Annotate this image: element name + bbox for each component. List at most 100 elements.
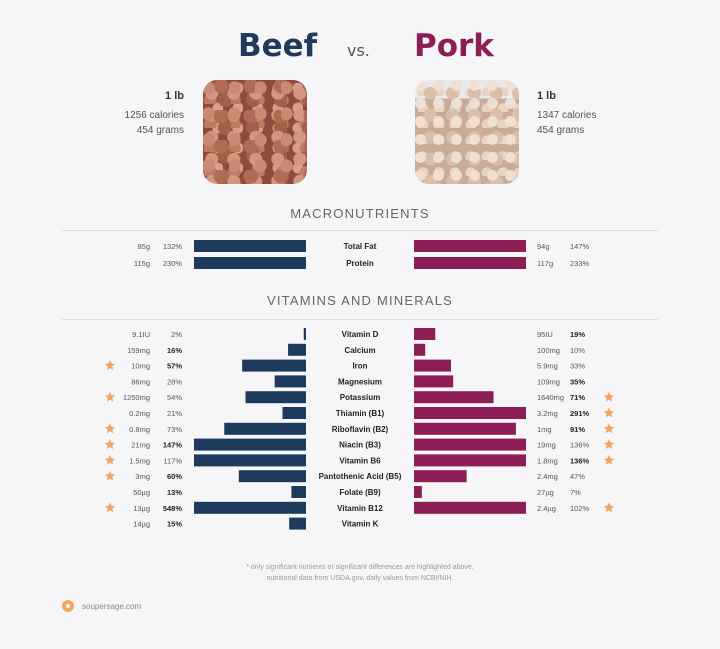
nutrient-label-calcium: Calcium <box>344 346 375 355</box>
nutrient-label-protein: Protein <box>346 259 374 268</box>
pork-percent-folate-b9: 7% <box>570 488 581 497</box>
beef-amount-folate-b9: 50µg <box>133 488 150 497</box>
beef-amount-protein: 115g <box>134 259 150 268</box>
nutrient-label-niacin-b3: Niacin (B3) <box>339 441 381 450</box>
beef-percent-folate-b9: 13% <box>167 488 182 497</box>
beef-amount-vitamin-b12: 13µg <box>133 504 150 513</box>
beef-amount-total-fat: 85g <box>137 242 150 251</box>
nutrient-label-total-fat: Total Fat <box>344 242 377 251</box>
pork-star-icon-vitamin-b12 <box>603 502 615 513</box>
pork-bar-iron <box>414 359 451 372</box>
pork-percent-vitamin-b6: 136% <box>570 456 590 465</box>
footnote: * only significant nutrients or signific… <box>0 562 720 584</box>
beef-bar-pantothenic-acid-b5 <box>238 470 306 483</box>
pork-serving-info: 1 lb 1347 calories 454 grams <box>537 89 627 138</box>
nutrient-label-magnesium: Magnesium <box>338 377 382 386</box>
beef-amount-niacin-b3: 21mg <box>131 441 150 450</box>
nutrient-label-pantothenic-acid-b5: Pantothenic Acid (B5) <box>319 472 402 481</box>
nutrient-label-iron: Iron <box>352 362 367 371</box>
beef-amount-vitamin-k: 14µg <box>133 520 150 529</box>
pork-percent-vitamin-d: 19% <box>570 330 585 339</box>
pork-percent-total-fat: 147% <box>570 242 590 251</box>
pork-percent-iron: 33% <box>570 362 585 371</box>
pork-star-icon-thiamin-b1 <box>603 407 615 418</box>
vitamins-heading: VITAMINS AND MINERALS <box>266 293 454 308</box>
beef-percent-calcium: 16% <box>167 346 182 355</box>
beef-percent-vitamin-k: 15% <box>167 520 182 529</box>
beef-photo <box>203 80 307 184</box>
pork-bar-pantothenic-acid-b5 <box>414 470 467 483</box>
beef-percent-thiamin-b1: 21% <box>167 409 182 418</box>
beef-amount-thiamin-b1: 0.2mg <box>129 409 150 418</box>
beef-amount-vitamin-d: 9.1IU <box>132 330 150 339</box>
beef-percent-potassium: 54% <box>167 393 182 402</box>
beef-percent-vitamin-b12: 548% <box>163 504 183 513</box>
pork-bar-potassium <box>414 391 494 404</box>
pork-amount-pantothenic-acid-b5: 2.4mg <box>537 472 558 481</box>
pork-percent-potassium: 71% <box>570 393 585 402</box>
beef-amount-pantothenic-acid-b5: 3mg <box>135 472 150 481</box>
pork-bar-calcium <box>414 343 426 356</box>
pork-photo <box>415 80 519 184</box>
pork-bar-folate-b9 <box>414 486 422 498</box>
pork-bar-protein <box>414 257 526 269</box>
pork-amount-riboflavin-b2: 1mg <box>537 425 552 434</box>
footnote-line-1: * only significant nutrients or signific… <box>246 564 474 571</box>
pork-bar-magnesium <box>414 375 454 388</box>
beef-bar-magnesium <box>274 375 306 388</box>
right-food-title: Pork <box>414 28 494 64</box>
beef-amount: 1 lb <box>165 90 184 102</box>
comparison-bar-chart: Total Fat 85g 132% 94g 147% Protein 115g 230% 11… <box>104 240 615 530</box>
pork-percent-riboflavin-b2: 91% <box>570 425 585 434</box>
pork-amount-folate-b9: 27µg <box>537 488 554 497</box>
pork-bar-riboflavin-b2 <box>414 422 516 435</box>
pork-amount-magnesium: 109mg <box>537 377 560 386</box>
pork-amount-vitamin-d: 95IU <box>537 330 553 339</box>
pork-percent-calcium: 10% <box>570 346 585 355</box>
beef-amount-magnesium: 86mg <box>131 377 150 386</box>
beef-percent-pantothenic-acid-b5: 60% <box>167 472 182 481</box>
beef-percent-total-fat: 132% <box>163 242 183 251</box>
beef-percent-riboflavin-b2: 73% <box>167 425 182 434</box>
beef-bar-vitamin-b6 <box>194 454 306 467</box>
pork-bar-niacin-b3 <box>414 438 526 451</box>
brand-site[interactable]: soupersage.com <box>82 601 142 611</box>
beef-percent-iron: 57% <box>167 362 182 371</box>
vs-label: vs. <box>347 41 370 60</box>
pork-bar-vitamin-b12 <box>414 501 526 514</box>
beef-bar-vitamin-k <box>289 517 306 530</box>
nutrient-label-folate-b9: Folate (B9) <box>339 488 381 497</box>
pork-amount-niacin-b3: 19mg <box>537 441 556 450</box>
beef-grams: 454 grams <box>136 125 184 136</box>
beef-amount-riboflavin-b2: 0.8mg <box>129 425 150 434</box>
pork-star-icon-riboflavin-b2 <box>603 423 615 434</box>
beef-bar-vitamin-d <box>303 328 306 340</box>
pork-bar-vitamin-b6 <box>414 454 526 467</box>
pork-percent-thiamin-b1: 291% <box>570 409 590 418</box>
nutrient-label-vitamin-d: Vitamin D <box>342 330 379 339</box>
pork-star-icon-vitamin-b6 <box>603 454 615 465</box>
beef-bar-vitamin-b12 <box>194 501 306 514</box>
beef-bar-niacin-b3 <box>194 438 306 451</box>
beef-star-icon-niacin-b3 <box>104 439 116 449</box>
beef-bar-riboflavin-b2 <box>224 422 306 435</box>
pork-percent-magnesium: 35% <box>570 377 585 386</box>
beef-percent-magnesium: 28% <box>167 377 182 386</box>
pork-amount-potassium: 1640mg <box>537 393 564 402</box>
left-food-title: Beef <box>238 28 318 64</box>
vitamins-divider <box>62 319 658 320</box>
beef-star-icon-vitamin-b12 <box>104 502 116 513</box>
nutrient-label-riboflavin-b2: Riboflavin (B2) <box>332 425 389 434</box>
beef-calories: 1256 calories <box>124 110 184 121</box>
beef-star-icon-potassium <box>104 391 116 402</box>
beef-bar-calcium <box>288 343 306 356</box>
brand[interactable]: soupersage.com <box>62 600 141 612</box>
beef-amount-potassium: 1250mg <box>123 393 150 402</box>
soupersage-logo-icon <box>62 600 74 612</box>
pork-amount-thiamin-b1: 3.2mg <box>537 409 558 418</box>
pork-amount-iron: 5.9mg <box>537 362 558 371</box>
beef-bar-potassium <box>245 391 306 404</box>
beef-star-icon-pantothenic-acid-b5 <box>104 470 116 481</box>
nutrient-label-potassium: Potassium <box>340 393 380 402</box>
